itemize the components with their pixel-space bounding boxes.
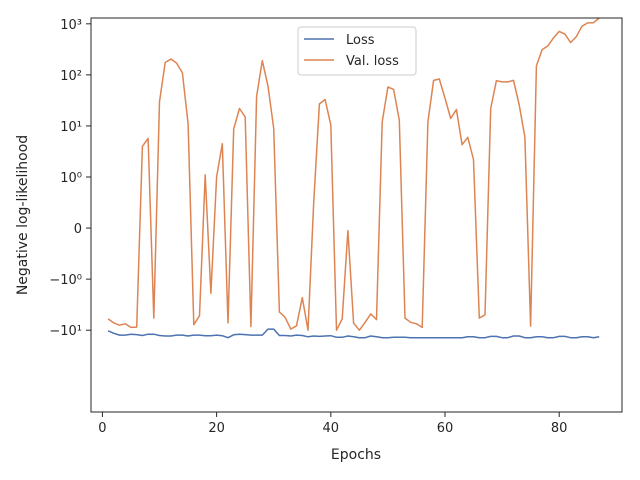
- y-axis: −10¹ −10⁰ 0 10⁰ 10¹ 10² 10³: [49, 18, 91, 339]
- x-axis-label: Epochs: [331, 447, 381, 463]
- legend: Loss Val. loss: [297, 26, 417, 76]
- series-line-val-loss: [107, 17, 600, 331]
- legend-label-loss: Loss: [346, 33, 375, 48]
- legend-label-val-loss: Val. loss: [346, 54, 399, 69]
- plot-area: [107, 17, 600, 339]
- y-tick-label: −10¹: [49, 324, 82, 339]
- x-axis: 0 20 40 60 80: [98, 412, 567, 436]
- x-tick-label: 80: [551, 421, 568, 436]
- x-tick-label: 40: [323, 421, 340, 436]
- series-line-loss: [107, 328, 600, 339]
- y-tick-label: 10²: [60, 69, 82, 84]
- y-tick-label: −10⁰: [49, 273, 82, 288]
- y-tick-label: 10¹: [60, 120, 82, 135]
- x-tick-label: 0: [98, 421, 106, 436]
- x-tick-label: 20: [208, 421, 225, 436]
- x-tick-label: 60: [437, 421, 454, 436]
- y-tick-label: 10⁰: [60, 171, 82, 186]
- y-tick-label: 0: [74, 222, 82, 237]
- y-axis-label: Negative log-likelihood: [15, 135, 31, 295]
- y-tick-label: 10³: [60, 18, 82, 33]
- plot-frame: [90, 17, 623, 413]
